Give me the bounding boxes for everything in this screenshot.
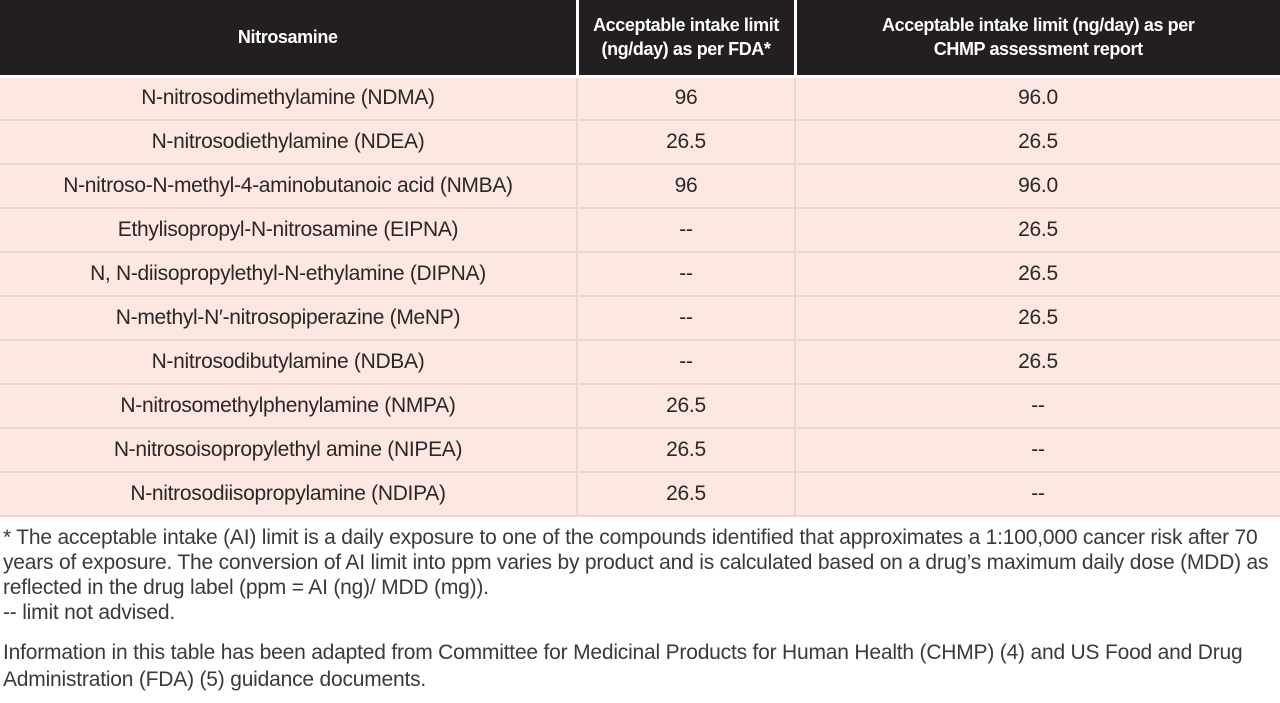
footnote-source: Information in this table has been adapt… (3, 641, 1243, 691)
table-row: N-nitrosodiethylamine (NDEA) 26.5 26.5 (0, 119, 1280, 164)
table-row: N-nitroso-N-methyl-4-aminobutanoic acid … (0, 163, 1280, 208)
fda-limit-value: 96 (577, 163, 796, 208)
nitrosamine-name: Ethylisopropyl-N-nitrosamine (EIPNA) (0, 207, 578, 252)
chmp-limit-value: -- (795, 471, 1280, 517)
fda-limit-value: 26.5 (577, 427, 796, 472)
table-row: N-nitrosoisopropylethyl amine (NIPEA) 26… (0, 427, 1280, 472)
chmp-limit-value: 26.5 (795, 339, 1280, 384)
table-row: Ethylisopropyl-N-nitrosamine (EIPNA) -- … (0, 207, 1280, 252)
nitrosamine-name: N-nitrosodiisopropylamine (NDIPA) (0, 471, 578, 517)
header-chmp-limit: Acceptable intake limit (ng/day) as per … (795, 0, 1280, 78)
table-row: N-nitrosodimethylamine (NDMA) 96 96.0 (0, 76, 1280, 120)
nitrosamine-name: N-nitrosodibutylamine (NDBA) (0, 339, 578, 384)
fda-limit-value: -- (577, 339, 796, 384)
chmp-limit-value: 26.5 (795, 207, 1280, 252)
chmp-limit-value: 96.0 (795, 163, 1280, 208)
header-nitrosamine: Nitrosamine (0, 0, 579, 78)
fda-limit-value: 96 (577, 76, 796, 120)
table-row: N-nitrosomethylphenylamine (NMPA) 26.5 -… (0, 383, 1280, 428)
chmp-limit-value: 26.5 (795, 295, 1280, 340)
header-row: Nitrosamine Acceptable intake limit (ng/… (0, 0, 1280, 78)
nitrosamine-name: N-nitrosodimethylamine (NDMA) (0, 76, 578, 120)
table-row: N, N-diisopropylethyl-N-ethylamine (DIPN… (0, 251, 1280, 296)
table-row: N-nitrosodiisopropylamine (NDIPA) 26.5 -… (0, 471, 1280, 517)
nitrosamine-name: N-nitrosodiethylamine (NDEA) (0, 119, 578, 164)
fda-limit-value: -- (577, 251, 796, 296)
fda-limit-value: 26.5 (577, 119, 796, 164)
nitrosamine-name: N-nitroso-N-methyl-4-aminobutanoic acid … (0, 163, 578, 208)
nitrosamine-name: N-nitrosomethylphenylamine (NMPA) (0, 383, 578, 428)
nitrosamine-name: N-nitrosoisopropylethyl amine (NIPEA) (0, 427, 578, 472)
chmp-limit-value: 26.5 (795, 119, 1280, 164)
table-row: N-nitrosodibutylamine (NDBA) -- 26.5 (0, 339, 1280, 384)
fda-limit-value: 26.5 (577, 471, 796, 517)
footnote-dash: -- limit not advised. (3, 601, 176, 624)
table-header: Nitrosamine Acceptable intake limit (ng/… (0, 0, 1280, 78)
header-fda-limit-label: Acceptable intake limit (ng/day) as per … (593, 14, 779, 60)
nitrosamine-name: N-methyl-N′-nitrosopiperazine (MeNP) (0, 295, 578, 340)
nitrosamine-intake-table: Nitrosamine Acceptable intake limit (ng/… (0, 0, 1280, 517)
nitrosamine-name: N, N-diisopropylethyl-N-ethylamine (DIPN… (0, 251, 578, 296)
header-fda-limit: Acceptable intake limit (ng/day) as per … (577, 0, 797, 78)
header-nitrosamine-label: Nitrosamine (237, 27, 338, 48)
fda-limit-value: 26.5 (577, 383, 796, 428)
table-footnotes: * The acceptable intake (AI) limit is a … (0, 517, 1280, 693)
table-body: N-nitrosodimethylamine (NDMA) 96 96.0 N-… (0, 76, 1280, 517)
chmp-limit-value: 96.0 (795, 76, 1280, 120)
fda-limit-value: -- (577, 207, 796, 252)
chmp-limit-value: -- (795, 427, 1280, 472)
chmp-limit-value: 26.5 (795, 251, 1280, 296)
table-row: N-methyl-N′-nitrosopiperazine (MeNP) -- … (0, 295, 1280, 340)
footnote-asterisk: * The acceptable intake (AI) limit is a … (3, 526, 1269, 599)
header-chmp-limit-label: Acceptable intake limit (ng/day) as per … (882, 14, 1195, 60)
fda-limit-value: -- (577, 295, 796, 340)
chmp-limit-value: -- (795, 383, 1280, 428)
